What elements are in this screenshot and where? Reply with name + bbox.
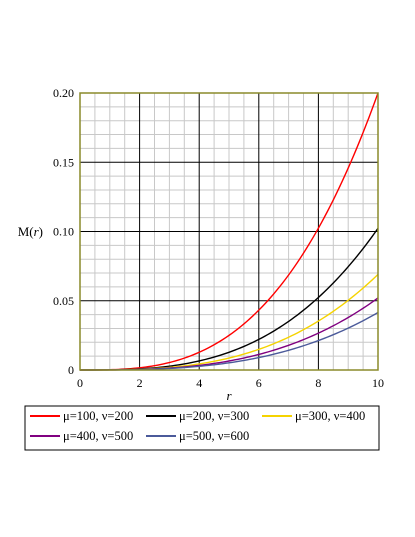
x-tick-label: 4 [196,376,202,390]
x-tick-label: 2 [137,376,143,390]
y-tick-label: 0.15 [53,155,74,169]
x-tick-label: 0 [77,376,83,390]
axis-labels: M(r) r [18,224,233,403]
x-tick-label: 6 [256,376,262,390]
legend-box [24,405,380,451]
legend-label-3: μ=300, ν=400 [295,409,365,423]
legend-label-1: μ=100, ν=200 [63,409,133,423]
y-tick-label: 0.10 [53,225,74,239]
ticks: 0 2 4 6 8 10 0 0.05 0.10 0.15 0.20 [53,86,384,390]
x-tick-label: 8 [315,376,321,390]
legend-label-2: μ=200, ν=300 [179,409,249,423]
legend-label-4: μ=400, ν=500 [63,429,133,443]
x-axis-label: r [226,388,232,403]
y-axis-label: M(r) [18,224,43,239]
legend-label-5: μ=500, ν=600 [179,429,249,443]
y-tick-label: 0.05 [53,294,74,308]
grid [79,92,379,371]
legend: μ=100, ν=200 μ=200, ν=300 μ=300, ν=400 μ=40… [24,405,380,451]
plot-frame [79,92,379,371]
y-tick-label: 0.20 [53,86,74,100]
x-tick-label: 10 [372,376,384,390]
y-tick-label: 0 [68,363,74,377]
